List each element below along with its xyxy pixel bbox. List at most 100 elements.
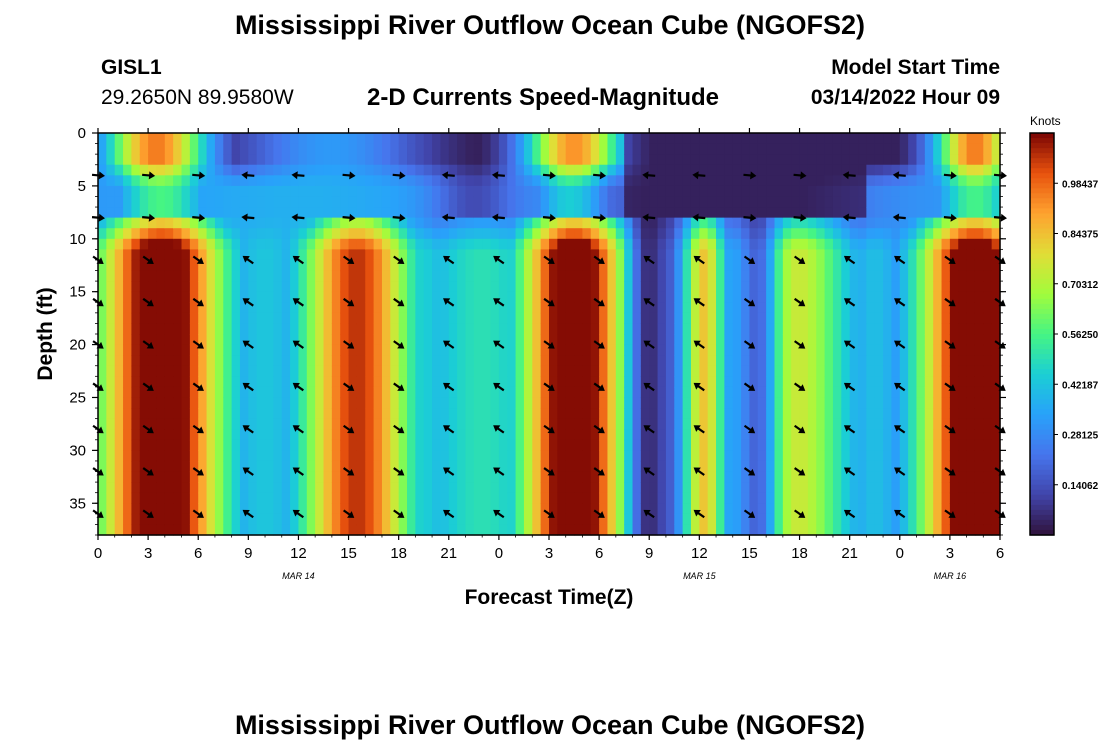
heatmap-cell [223, 291, 233, 303]
heatmap-cell [958, 386, 968, 399]
heatmap-cell [206, 259, 216, 272]
heatmap-cell [407, 418, 416, 430]
heatmap-cell [782, 302, 792, 314]
heatmap-cell [958, 133, 968, 145]
heatmap-cell [858, 133, 867, 145]
heatmap-cell [983, 228, 993, 240]
heatmap-cell [899, 365, 909, 377]
heatmap-cell [690, 185, 700, 198]
heatmap-cell [791, 196, 801, 208]
heatmap-cell [340, 302, 350, 314]
heatmap-cell [732, 397, 742, 409]
heatmap-cell [707, 460, 717, 473]
x-tick-label: 15 [340, 545, 357, 562]
heatmap-cell [549, 281, 558, 293]
heatmap-cell [941, 228, 951, 240]
heatmap-cell [741, 418, 751, 430]
heatmap-cell [966, 281, 976, 293]
x-tick-label: 12 [290, 545, 307, 562]
heatmap-cell [473, 270, 483, 282]
heatmap-cell [256, 302, 266, 314]
heatmap-cell [908, 270, 918, 282]
vector-arrow [192, 424, 204, 434]
heatmap-cell [791, 492, 801, 504]
heatmap-cell [390, 164, 400, 176]
heatmap-cell [716, 450, 725, 462]
heatmap-cell [407, 249, 416, 261]
heatmap-cell [523, 270, 533, 282]
heatmap-cell [532, 228, 542, 240]
heatmap-cell [248, 439, 258, 451]
heatmap-cell [674, 408, 684, 420]
heatmap-cell [148, 460, 158, 473]
heatmap-cell [974, 270, 984, 282]
heatmap-cell [490, 281, 500, 293]
heatmap-cell [131, 492, 141, 504]
heatmap-cell [774, 143, 784, 155]
heatmap-cell [966, 397, 976, 409]
model-start-value: 03/14/2022 Hour 09 [810, 86, 1000, 109]
heatmap-cell [239, 164, 249, 176]
heatmap-cell [799, 492, 809, 504]
heatmap-cell [340, 365, 350, 377]
heatmap-cell [256, 503, 266, 515]
heatmap-cell [381, 259, 391, 272]
heatmap-cell [231, 164, 241, 176]
heatmap-cell [549, 397, 558, 409]
heatmap-cell [490, 312, 500, 325]
heatmap-cell [473, 513, 483, 526]
heatmap-cell [407, 376, 416, 388]
heatmap-cell [482, 196, 492, 208]
colorbar-swatch [1030, 374, 1054, 380]
heatmap-cell [231, 185, 241, 198]
heatmap-cell [515, 249, 525, 261]
heatmap-cell [239, 386, 249, 399]
heatmap-cell [699, 450, 709, 462]
heatmap-cell [482, 397, 492, 409]
heatmap-cell [348, 217, 358, 229]
heatmap-cell [916, 365, 926, 377]
heatmap-cell [248, 376, 258, 388]
heatmap-cell [214, 217, 224, 229]
heatmap-cell [231, 207, 241, 219]
heatmap-cell [532, 270, 542, 282]
heatmap-cell [231, 344, 241, 356]
heatmap-cell [265, 492, 274, 504]
heatmap-cell [757, 439, 767, 451]
heatmap-cell [214, 355, 224, 367]
heatmap-cell [741, 492, 751, 504]
heatmap-cell [958, 460, 968, 473]
colorbar-swatch [1030, 369, 1054, 375]
heatmap-cell [490, 154, 500, 166]
heatmap-cell [707, 228, 717, 240]
heatmap-cell [465, 302, 475, 314]
heatmap-cell [665, 492, 675, 504]
heatmap-cell [782, 439, 792, 451]
heatmap-cell [515, 450, 525, 462]
heatmap-cell [966, 323, 976, 335]
heatmap-cell [340, 439, 350, 451]
heatmap-cell [891, 302, 901, 314]
heatmap-cell [457, 365, 467, 377]
heatmap-cell [649, 302, 659, 314]
heatmap-cell [682, 471, 692, 483]
heatmap-cell [265, 281, 274, 293]
heatmap-cell [941, 312, 951, 325]
heatmap-cell [949, 228, 959, 240]
heatmap-cell [315, 323, 325, 335]
heatmap-cell [356, 175, 366, 187]
heatmap-cell [156, 397, 166, 409]
heatmap-cell [732, 376, 742, 388]
heatmap-cell [983, 344, 993, 356]
heatmap-cell [724, 429, 734, 441]
heatmap-cell [390, 492, 400, 504]
heatmap-cell [189, 355, 199, 367]
heatmap-cell [849, 302, 859, 314]
heatmap-cell [181, 249, 191, 261]
heatmap-cell [707, 302, 717, 314]
heatmap-cell [699, 482, 709, 494]
heatmap-cell [640, 175, 650, 187]
heatmap-cell [164, 185, 174, 198]
heatmap-cell [373, 524, 383, 536]
heatmap-cell [791, 154, 801, 166]
